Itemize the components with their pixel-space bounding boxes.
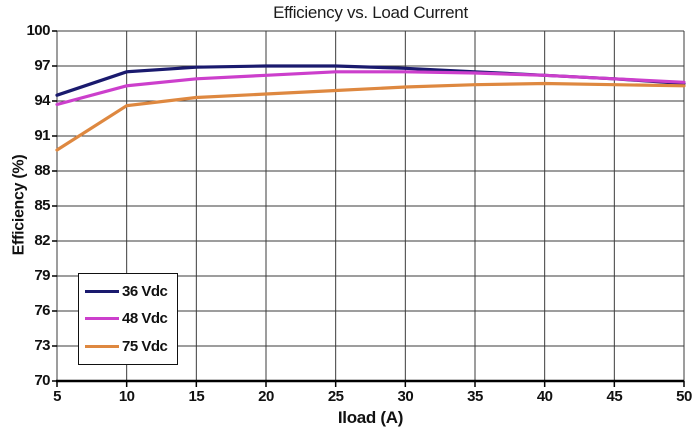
series-line-48-vdc — [55, 70, 686, 107]
y-tick-label: 82 — [34, 232, 50, 249]
x-axis-title: Iload (A) — [337, 408, 404, 427]
y-tick-label: 85 — [34, 197, 50, 214]
x-tick-label: 35 — [467, 388, 483, 405]
legend-label: 48 Vdc — [122, 310, 168, 328]
legend-item-75-vdc: 75 Vdc — [85, 338, 171, 355]
legend-line-swatch — [85, 317, 119, 321]
plot-area — [52, 30, 686, 387]
legend-label: 36 Vdc — [122, 283, 168, 301]
y-tick-label: 94 — [34, 92, 50, 109]
y-tick-label: 91 — [34, 127, 50, 144]
y-tick-label: 79 — [34, 267, 50, 284]
x-tick-label: 5 — [53, 388, 61, 405]
legend-item-48-vdc: 48 Vdc — [85, 310, 171, 327]
x-tick-label: 25 — [327, 388, 344, 405]
x-tick-label: 10 — [118, 388, 135, 405]
y-tick-label: 76 — [34, 302, 50, 319]
x-tick-label: 15 — [188, 388, 205, 405]
x-tick-label: 45 — [606, 388, 623, 405]
legend-line-swatch — [85, 344, 119, 348]
y-tick-label: 97 — [34, 57, 50, 74]
legend-item-36-vdc: 36 Vdc — [85, 283, 171, 300]
y-tick-label: 73 — [34, 337, 50, 354]
y-tick-label: 70 — [34, 372, 50, 389]
series-line-75-vdc — [55, 81, 686, 152]
x-tick-label: 40 — [536, 388, 553, 405]
y-tick-label: 100 — [26, 22, 50, 39]
x-tick-label: 30 — [397, 388, 414, 405]
x-tick-label: 50 — [676, 388, 692, 405]
legend-line-swatch — [85, 290, 119, 294]
y-axis-title: Efficiency (%) — [10, 154, 28, 256]
legend-label: 75 Vdc — [122, 337, 168, 355]
chart-title: Efficiency vs. Load Current — [273, 3, 468, 22]
x-tick-label: 20 — [258, 388, 274, 405]
legend: 36 Vdc 48 Vdc 75 Vdc — [78, 273, 178, 365]
y-tick-label: 88 — [34, 162, 50, 179]
